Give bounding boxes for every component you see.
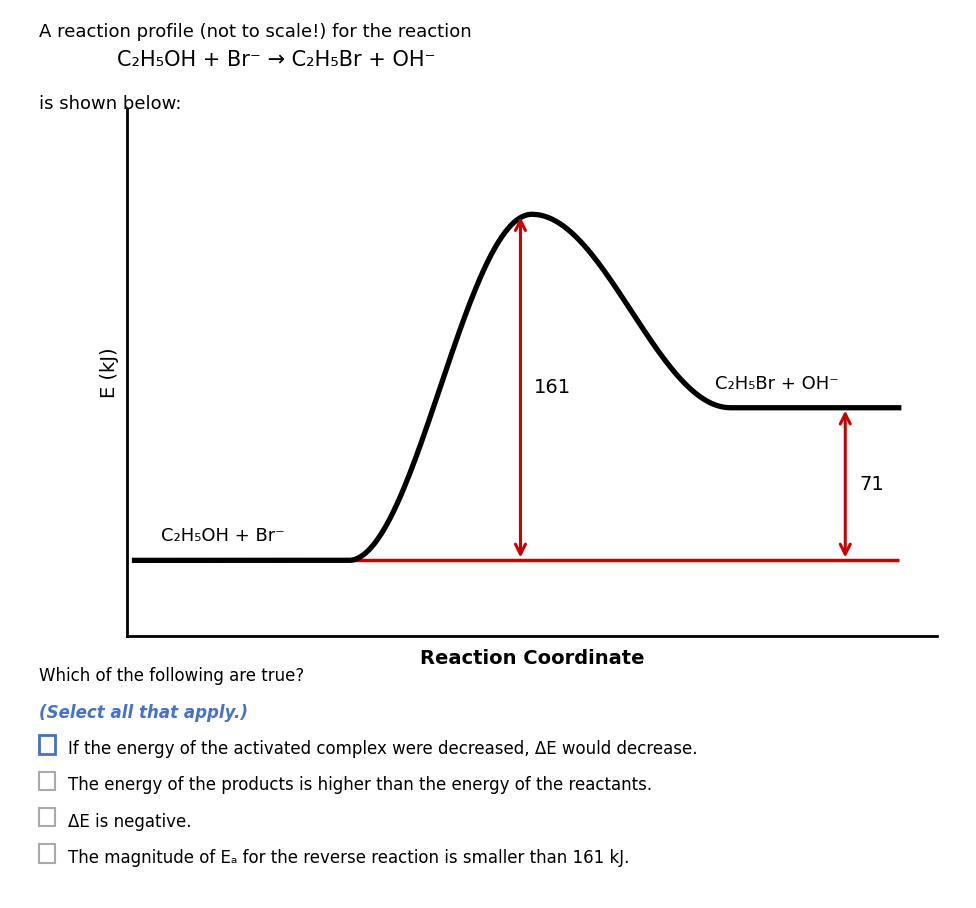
Text: is shown below:: is shown below: xyxy=(39,95,182,114)
X-axis label: Reaction Coordinate: Reaction Coordinate xyxy=(420,649,644,668)
Text: C₂H₅Br + OH⁻: C₂H₅Br + OH⁻ xyxy=(715,375,839,392)
Text: Which of the following are true?: Which of the following are true? xyxy=(39,667,305,686)
Text: 71: 71 xyxy=(859,475,883,494)
Text: A reaction profile (not to scale!) for the reaction: A reaction profile (not to scale!) for t… xyxy=(39,23,471,41)
Text: If the energy of the activated complex were decreased, ΔE would decrease.: If the energy of the activated complex w… xyxy=(68,740,698,758)
Text: C₂H₅OH + Br⁻ → C₂H₅Br + OH⁻: C₂H₅OH + Br⁻ → C₂H₅Br + OH⁻ xyxy=(117,50,435,70)
Text: The energy of the products is higher than the energy of the reactants.: The energy of the products is higher tha… xyxy=(68,776,652,794)
Text: (Select all that apply.): (Select all that apply.) xyxy=(39,704,248,722)
Text: C₂H₅OH + Br⁻: C₂H₅OH + Br⁻ xyxy=(161,528,285,546)
Text: ΔE is negative.: ΔE is negative. xyxy=(68,813,192,831)
Text: 161: 161 xyxy=(534,378,571,397)
Text: The magnitude of Eₐ for the reverse reaction is smaller than 161 kJ.: The magnitude of Eₐ for the reverse reac… xyxy=(68,849,630,867)
Y-axis label: E (kJ): E (kJ) xyxy=(100,347,118,398)
